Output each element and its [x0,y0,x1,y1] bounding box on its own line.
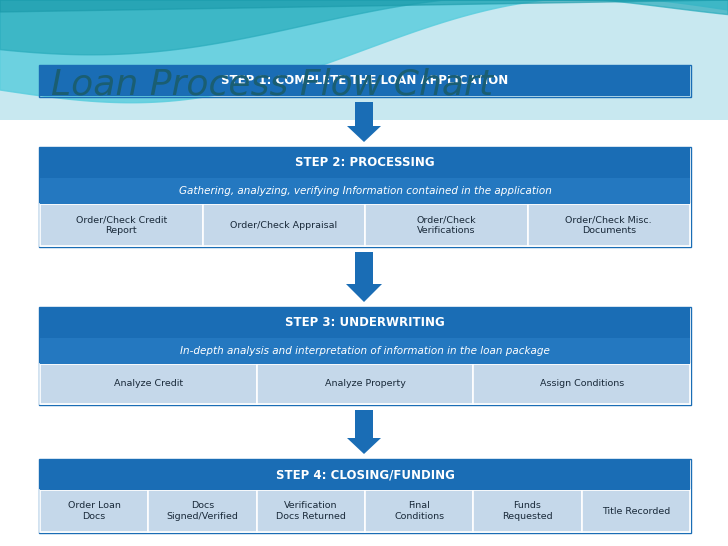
Text: Order/Check
Verifications: Order/Check Verifications [416,215,476,235]
Text: In-depth analysis and interpretation of information in the loan package: In-depth analysis and interpretation of … [180,346,550,356]
Bar [40,490,149,532]
Bar [40,308,690,338]
Text: Order/Check Appraisal: Order/Check Appraisal [230,221,337,229]
Bar [473,364,690,404]
Bar [40,460,690,490]
Text: Order/Check Credit
Report: Order/Check Credit Report [76,215,167,235]
Text: STEP 4: CLOSING/FUNDING: STEP 4: CLOSING/FUNDING [276,468,454,482]
Text: Order Loan
Docs: Order Loan Docs [68,501,121,521]
Polygon shape [347,438,381,454]
Bar [39,147,691,247]
Bar [257,364,473,404]
Bar [582,490,690,532]
Bar [365,490,473,532]
Text: STEP 3: UNDERWRITING: STEP 3: UNDERWRITING [285,317,445,329]
Text: STEP 1: COMPLETE THE LOAN APPLICATION: STEP 1: COMPLETE THE LOAN APPLICATION [221,74,509,87]
Text: Assign Conditions: Assign Conditions [539,379,624,389]
Bar [257,490,365,532]
Bar [40,364,257,404]
Text: Loan Process Flow Chart: Loan Process Flow Chart [51,68,493,102]
Text: STEP 2: PROCESSING: STEP 2: PROCESSING [295,157,435,169]
Bar [473,490,582,532]
Text: Gathering, analyzing, verifying Information contained in the application: Gathering, analyzing, verifying Informat… [178,186,551,196]
Bar [528,204,690,246]
Bar [40,204,202,246]
Text: Funds
Requested: Funds Requested [502,501,553,521]
Text: Final
Conditions: Final Conditions [394,501,444,521]
Bar [40,148,690,178]
Bar [365,204,528,246]
Bar [39,459,691,533]
Bar [39,307,691,405]
Bar [40,178,690,204]
Bar [149,490,257,532]
Text: Docs
Signed/Verified: Docs Signed/Verified [167,501,239,521]
Bar [355,410,373,438]
Bar [40,66,690,96]
Text: Analyze Property: Analyze Property [325,379,405,389]
Bar [355,102,373,126]
Text: Order/Check Misc.
Documents: Order/Check Misc. Documents [566,215,652,235]
Bar [355,252,373,284]
Polygon shape [347,126,381,142]
Bar [39,65,691,97]
Text: Analyze Credit: Analyze Credit [114,379,183,389]
Bar [40,338,690,364]
Text: Title Recorded: Title Recorded [602,507,670,515]
Text: Verification
Docs Returned: Verification Docs Returned [276,501,346,521]
Bar [202,204,365,246]
Polygon shape [346,284,382,302]
Bar [0,0,728,120]
